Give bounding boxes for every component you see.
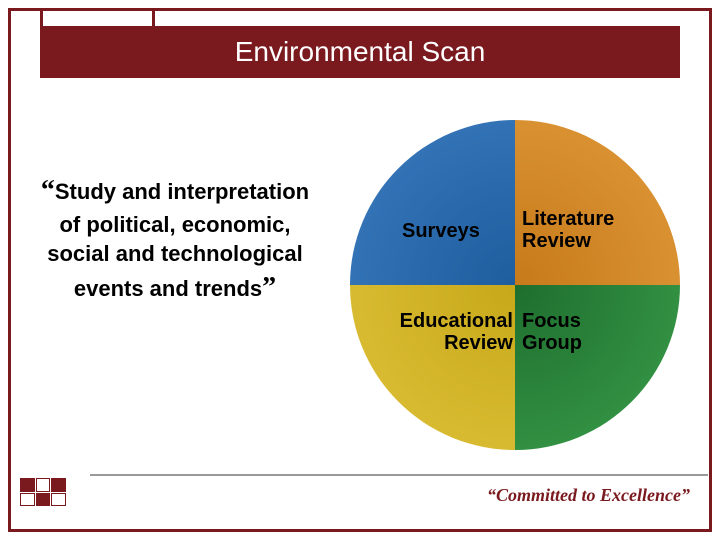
label-literature: LiteratureReview [522, 208, 614, 252]
quote-block: “Study and interpretation of political, … [30, 172, 320, 307]
title-bar: Environmental Scan [40, 26, 680, 78]
label-educational: EducationalReview [388, 310, 513, 354]
label-focus: FocusGroup [522, 310, 582, 354]
quadrant-surveys [350, 120, 515, 285]
footer-divider [90, 474, 708, 476]
quad-circle-diagram: Surveys LiteratureReview EducationalRevi… [350, 120, 680, 450]
tagline: “Committed to Excellence” [487, 485, 690, 506]
quadrant-literature [515, 120, 680, 285]
label-surveys: Surveys [402, 220, 480, 242]
title-notch-decoration [40, 8, 155, 26]
close-quote: ” [262, 272, 276, 303]
title-text: Environmental Scan [235, 36, 486, 68]
open-quote: “ [41, 175, 55, 206]
logo-icon [20, 478, 66, 506]
